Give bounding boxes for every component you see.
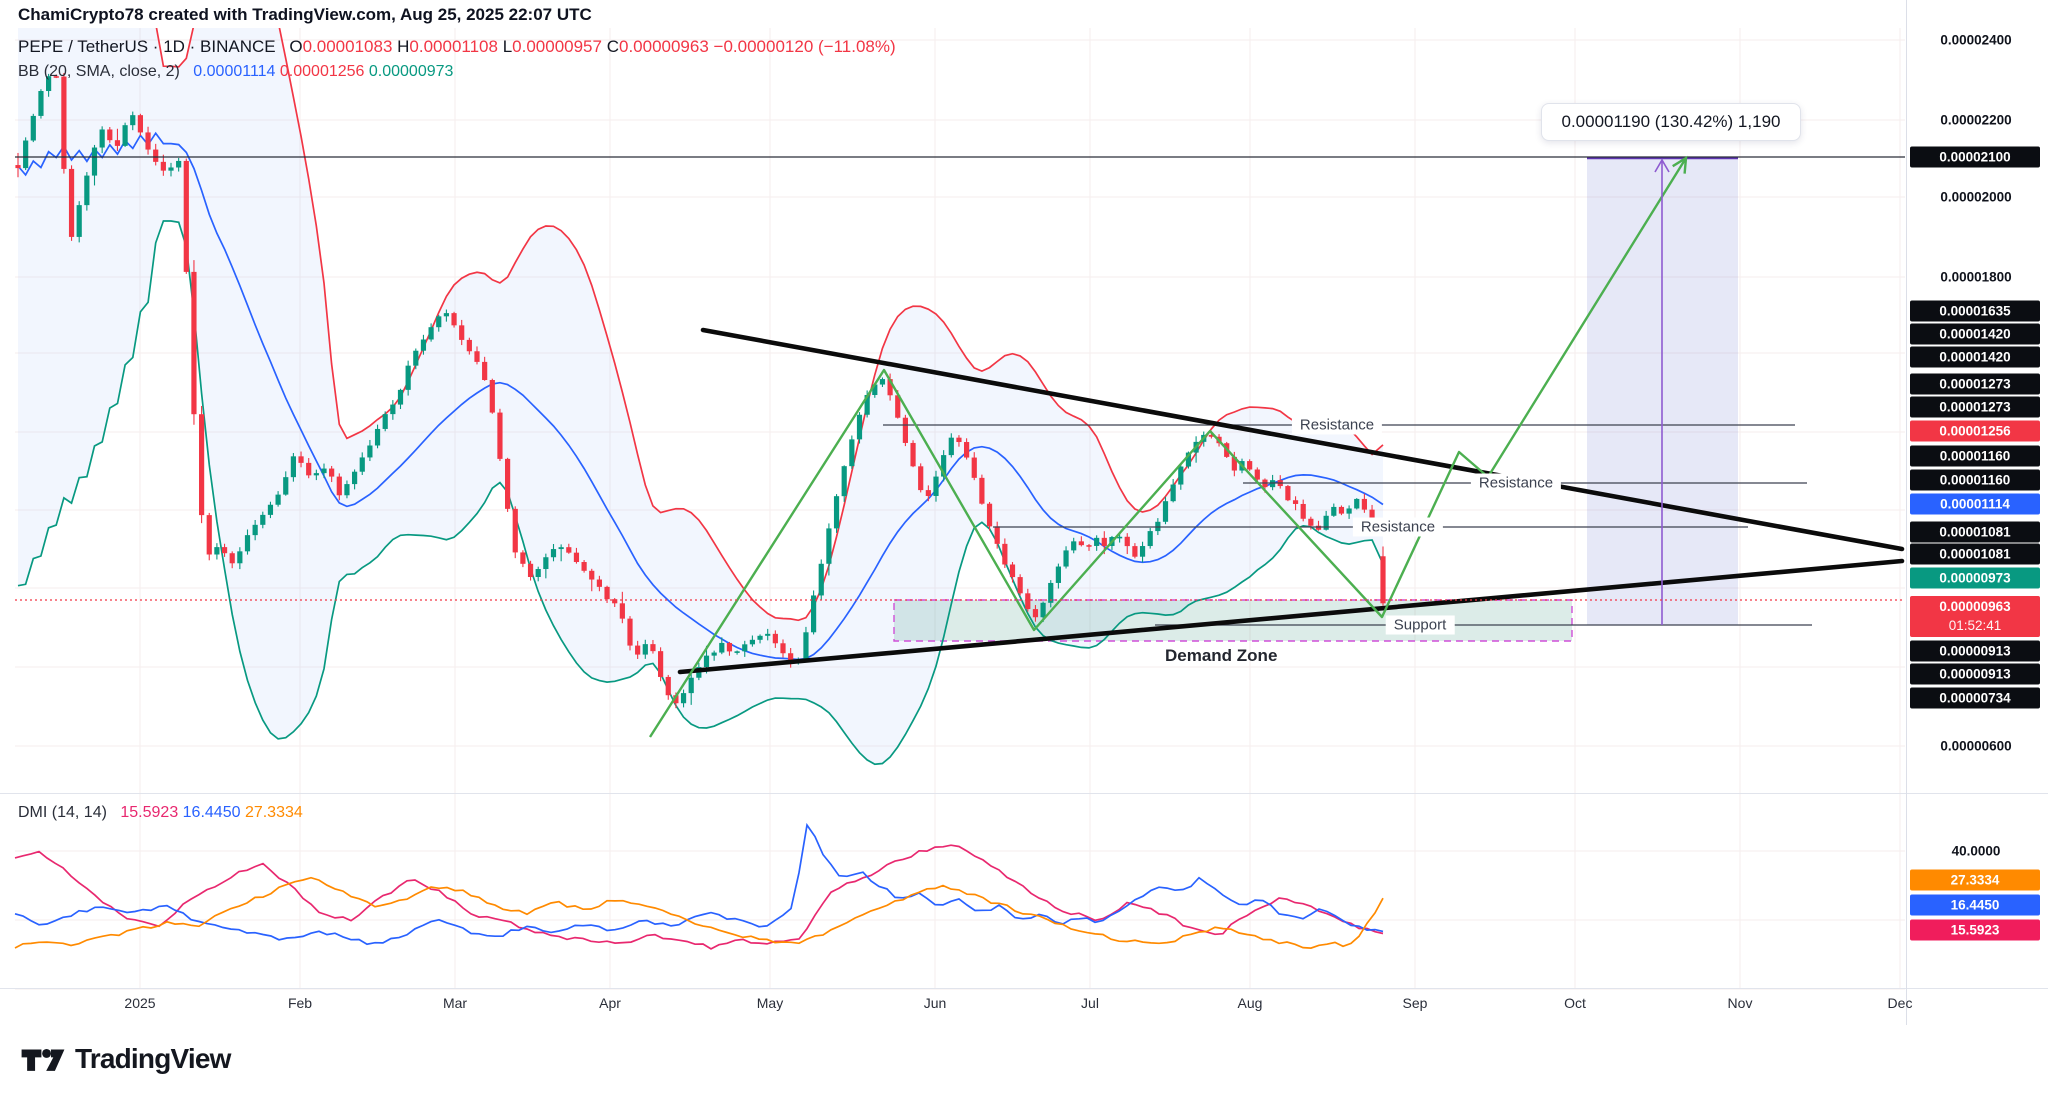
- support-label: Support: [1385, 615, 1455, 635]
- resistance-label-2: Resistance: [1352, 517, 1444, 537]
- price-axis-tick: 0.00001800: [1940, 269, 2012, 285]
- time-axis-label: May: [756, 995, 784, 1011]
- price-axis-badge: 0.00001420: [1910, 323, 2040, 345]
- ohlc-key: H: [397, 37, 410, 56]
- price-axis-badge: 0.00001635: [1910, 300, 2040, 322]
- price-axis-badge: 0.00001256: [1910, 420, 2040, 442]
- price-axis-badge: 0.00001420: [1910, 346, 2040, 368]
- last-price: 0.00000963: [1939, 599, 2011, 615]
- bar-countdown: 01:52:41: [1948, 617, 2002, 633]
- time-axis-label: Jun: [923, 995, 947, 1011]
- bb-value: 0.00001114: [193, 63, 280, 80]
- dmi-axis-badge: 16.4450: [1910, 894, 2040, 916]
- time-axis-label: Oct: [1564, 995, 1586, 1011]
- price-axis-badge: 0.00000913: [1910, 640, 2040, 662]
- time-axis-label: Mar: [442, 995, 468, 1011]
- price-axis-badge: 0.00001273: [1910, 373, 2040, 395]
- dmi-value: 16.4450: [182, 804, 245, 821]
- price-axis-badge: 0.00000734: [1910, 687, 2040, 709]
- change-value: −0.00000120 (−11.08%): [713, 37, 896, 56]
- time-axis-label: Aug: [1237, 995, 1263, 1011]
- price-axis-badge: 0.00001160: [1910, 445, 2040, 467]
- dmi-value: 15.5923: [120, 804, 183, 821]
- dmi-axis-badge: 15.5923: [1910, 919, 2040, 941]
- time-axis-label: Jul: [1081, 995, 1099, 1011]
- ohlc-value: 0.00000957: [512, 37, 607, 56]
- time-axis-label: Feb: [287, 995, 313, 1011]
- price-axis-badge: 0.00001273: [1910, 396, 2040, 418]
- dmi-indicator-row: DMI (14, 14) 15.5923 16.4450 27.3334: [18, 804, 303, 822]
- resistance-label-1: Resistance: [1470, 473, 1562, 493]
- bb-value: 0.00000973: [368, 63, 454, 80]
- bb-value: 0.00001256: [279, 63, 369, 80]
- dmi-panel: [14, 822, 1384, 950]
- credit-line: ChamiCrypto78 created with TradingView.c…: [18, 5, 592, 24]
- price-axis-badge: 0.00000913: [1910, 663, 2040, 685]
- dmi-axis-badge: 27.3334: [1910, 869, 2040, 891]
- tradingview-logo-text: TradingView: [75, 1043, 231, 1074]
- symbol-info-row: PEPE / TetherUS · 1D · BINANCE O0.000010…: [18, 37, 896, 57]
- price-axis-badge: 0.00001160: [1910, 469, 2040, 491]
- price-axis-tick: 0.00002200: [1940, 112, 2012, 128]
- ohlc-value: 0.00000963: [618, 37, 714, 56]
- price-axis-tick: 0.00000600: [1940, 738, 2012, 754]
- bb-basis: [17, 131, 1384, 661]
- dmi-line-orange: [14, 876, 1384, 949]
- time-axis-label: Nov: [1727, 995, 1753, 1011]
- demand-zone-label: Demand Zone: [1165, 646, 1278, 665]
- target-projection-tooltip: 0.00001190 (130.42%) 1,190: [1541, 103, 1801, 141]
- price-axis-badge: 0.00001081: [1910, 543, 2040, 565]
- dmi-value: 27.3334: [244, 804, 303, 821]
- ohlc-key: C: [606, 37, 619, 56]
- bb-indicator-row: BB (20, SMA, close, 2) 0.00001114 0.0000…: [18, 63, 453, 81]
- time-axis-label: Apr: [599, 995, 621, 1011]
- ohlc-value: 0.00001083: [302, 37, 398, 56]
- price-axis-badge: 0.00001114: [1910, 493, 2040, 515]
- ohlc-key: L: [502, 37, 513, 56]
- symbol-title: PEPE / TetherUS · 1D · BINANCE: [18, 37, 276, 56]
- bb-label: BB (20, SMA, close, 2): [18, 63, 180, 80]
- purple-arrowhead: [1654, 158, 1670, 173]
- price-axis-tick: 0.00002000: [1940, 189, 2012, 205]
- price-axis-badge: 0.00000973: [1910, 567, 2040, 589]
- bb-fill: [18, 28, 1383, 765]
- time-axis-label: 2025: [124, 995, 156, 1011]
- dmi-line-blue: [14, 822, 1384, 946]
- last-price-badge: 0.00000963 01:52:41: [1910, 596, 2040, 637]
- dmi-values: 15.5923 16.4450 27.3334: [120, 804, 302, 821]
- price-axis-tick: 0.00002400: [1940, 32, 2012, 48]
- time-axis-label: Sep: [1402, 995, 1428, 1011]
- trendline-ascending: [677, 558, 1905, 675]
- bb-upper: [155, 28, 1384, 622]
- ohlc-value: 0.00001108: [409, 37, 503, 56]
- tradingview-logo: TradingView: [20, 1041, 231, 1077]
- ohlc-values: O0.00001083 H0.00001108 L0.00000957 C0.0…: [289, 37, 713, 56]
- trendline-descending: [700, 327, 1905, 552]
- dmi-axis-tick: 40.0000: [1951, 843, 2001, 859]
- zigzag-projection: [648, 157, 1688, 738]
- bb-values: 0.00001114 0.00001256 0.00000973: [193, 63, 453, 80]
- green-arrowhead: [1672, 155, 1688, 174]
- dmi-line-pink: [14, 844, 1384, 950]
- bb-lower: [17, 220, 1384, 766]
- time-axis-label: Dec: [1887, 995, 1913, 1011]
- price-axis-badge: 0.00002100: [1910, 146, 2040, 168]
- tradingview-logo-icon: [21, 1049, 65, 1071]
- price-panel: [15, 28, 1905, 766]
- dmi-label: DMI (14, 14): [18, 804, 107, 821]
- resistance-label-0: Resistance: [1291, 415, 1383, 435]
- ohlc-key: O: [289, 37, 303, 56]
- price-axis-badge: 0.00001081: [1910, 521, 2040, 543]
